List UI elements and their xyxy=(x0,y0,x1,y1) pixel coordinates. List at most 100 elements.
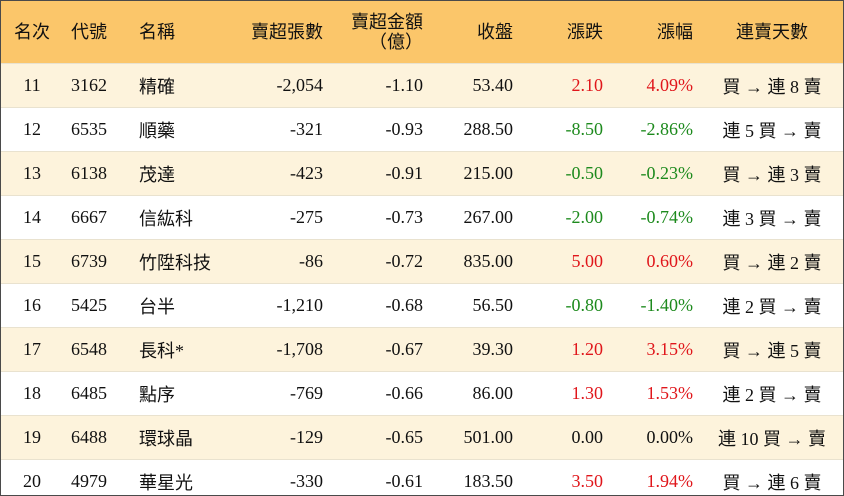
table-cell: 連 10 買 → 賣 xyxy=(701,415,843,460)
table-cell: 買 → 連 6 賣 xyxy=(701,459,843,495)
table-cell: 15 xyxy=(1,239,63,284)
header-cell: 賣超金額 （億） xyxy=(331,1,431,64)
table-row: 16 5425 台半 -1,210 -0.68 56.50 -0.80 -1.40% 連 2 買… xyxy=(1,283,843,328)
table-cell: -0.80 xyxy=(521,283,611,328)
table-cell: -423 xyxy=(231,151,331,196)
table-cell: -0.67 xyxy=(331,327,431,372)
table-cell: 12 xyxy=(1,107,63,152)
table-cell: 6138 xyxy=(63,151,131,196)
table-cell: 5.00 xyxy=(521,239,611,284)
table-cell: 點序 xyxy=(131,371,231,416)
table-cell: 4.09% xyxy=(611,63,701,108)
table-cell: 53.40 xyxy=(431,63,521,108)
table-cell: 18 xyxy=(1,371,63,416)
table-cell: -0.23% xyxy=(611,151,701,196)
header-cell: 名稱 xyxy=(131,1,231,64)
table-cell: 16 xyxy=(1,283,63,328)
table-body: 11 3162 精確 -2,054 -1.10 53.40 2.10 4.09% 買 → 連 8… xyxy=(1,63,843,495)
table-cell: 1.20 xyxy=(521,327,611,372)
table-cell: -129 xyxy=(231,415,331,460)
table-row: 15 6739 竹陞科技 -86 -0.72 835.00 5.00 0.60% 買 → 連 2… xyxy=(1,239,843,284)
table-row: 13 6138 茂達 -423 -0.91 215.00 -0.50 -0.23% 買 → 連 … xyxy=(1,151,843,196)
table-cell: 20 xyxy=(1,459,63,495)
table-cell: 501.00 xyxy=(431,415,521,460)
table-cell: -0.65 xyxy=(331,415,431,460)
table-cell: 6488 xyxy=(63,415,131,460)
table-cell: 6667 xyxy=(63,195,131,240)
table-cell: -0.73 xyxy=(331,195,431,240)
table-cell: 86.00 xyxy=(431,371,521,416)
table-cell: -0.61 xyxy=(331,459,431,495)
table-cell: 5425 xyxy=(63,283,131,328)
header-cell: 賣超張數 xyxy=(231,1,331,64)
header-cell: 連賣天數 xyxy=(701,1,843,64)
table-cell: -0.74% xyxy=(611,195,701,240)
header-cell: 收盤 xyxy=(431,1,521,64)
table-cell: -0.50 xyxy=(521,151,611,196)
header-cell: 漲跌 xyxy=(521,1,611,64)
table-cell: 連 5 買 → 賣 xyxy=(701,107,843,152)
header-row: 名次 代號 名稱 賣超張數 賣超金額 （億） 收盤 漲跌 漲幅 連賣天數 xyxy=(1,1,843,64)
table-cell: 0.60% xyxy=(611,239,701,284)
table-cell: -769 xyxy=(231,371,331,416)
table-cell: 連 3 買 → 賣 xyxy=(701,195,843,240)
table-cell: -8.50 xyxy=(521,107,611,152)
table-cell: 56.50 xyxy=(431,283,521,328)
table-cell: 1.94% xyxy=(611,459,701,495)
table-cell: 3.50 xyxy=(521,459,611,495)
table-cell: 0.00 xyxy=(521,415,611,460)
table-cell: 39.30 xyxy=(431,327,521,372)
table-cell: -2.86% xyxy=(611,107,701,152)
table-cell: -0.66 xyxy=(331,371,431,416)
table-cell: 13 xyxy=(1,151,63,196)
table-cell: -0.91 xyxy=(331,151,431,196)
table-cell: 835.00 xyxy=(431,239,521,284)
table-cell: 267.00 xyxy=(431,195,521,240)
table-cell: -0.68 xyxy=(331,283,431,328)
table-cell: -1.40% xyxy=(611,283,701,328)
table-cell: 183.50 xyxy=(431,459,521,495)
table-cell: 11 xyxy=(1,63,63,108)
table-cell: -0.93 xyxy=(331,107,431,152)
table-cell: 17 xyxy=(1,327,63,372)
table-row: 17 6548 長科* -1,708 -0.67 39.30 1.20 3.15% 買 → 連 … xyxy=(1,327,843,372)
table-cell: 台半 xyxy=(131,283,231,328)
table-cell: 買 → 連 3 賣 xyxy=(701,151,843,196)
header-cell: 名次 xyxy=(1,1,63,64)
table-cell: 6485 xyxy=(63,371,131,416)
table-cell: 信紘科 xyxy=(131,195,231,240)
table-cell: 6739 xyxy=(63,239,131,284)
table-row: 12 6535 順藥 -321 -0.93 288.50 -8.50 -2.86% 連 5 買 … xyxy=(1,107,843,152)
header-unit: （億） xyxy=(369,32,423,52)
table-cell: -2,054 xyxy=(231,63,331,108)
table-cell: 1.53% xyxy=(611,371,701,416)
table-cell: 順藥 xyxy=(131,107,231,152)
header-cell: 代號 xyxy=(63,1,131,64)
table-cell: 14 xyxy=(1,195,63,240)
table-cell: 買 → 連 2 賣 xyxy=(701,239,843,284)
table-cell: -1.10 xyxy=(331,63,431,108)
header-cell: 漲幅 xyxy=(611,1,701,64)
table-row: 20 4979 華星光 -330 -0.61 183.50 3.50 1.94% 買 → 連 6… xyxy=(1,459,843,495)
table-cell: 精確 xyxy=(131,63,231,108)
table-cell: -275 xyxy=(231,195,331,240)
table-cell: 長科* xyxy=(131,327,231,372)
table-cell: -86 xyxy=(231,239,331,284)
table-row: 19 6488 環球晶 -129 -0.65 501.00 0.00 0.00% 連 10 買 … xyxy=(1,415,843,460)
table-cell: 華星光 xyxy=(131,459,231,495)
table-cell: 19 xyxy=(1,415,63,460)
table-cell: -1,708 xyxy=(231,327,331,372)
table-cell: -2.00 xyxy=(521,195,611,240)
table-cell: -321 xyxy=(231,107,331,152)
table-row: 18 6485 點序 -769 -0.66 86.00 1.30 1.53% 連 2 買 → 賣 xyxy=(1,371,843,416)
table-cell: 0.00% xyxy=(611,415,701,460)
table-cell: 茂達 xyxy=(131,151,231,196)
table-cell: 買 → 連 5 賣 xyxy=(701,327,843,372)
table-cell: 4979 xyxy=(63,459,131,495)
table-cell: 6548 xyxy=(63,327,131,372)
header-text: 賣超金額 xyxy=(351,12,423,32)
table-cell: 買 → 連 8 賣 xyxy=(701,63,843,108)
table-cell: -0.72 xyxy=(331,239,431,284)
